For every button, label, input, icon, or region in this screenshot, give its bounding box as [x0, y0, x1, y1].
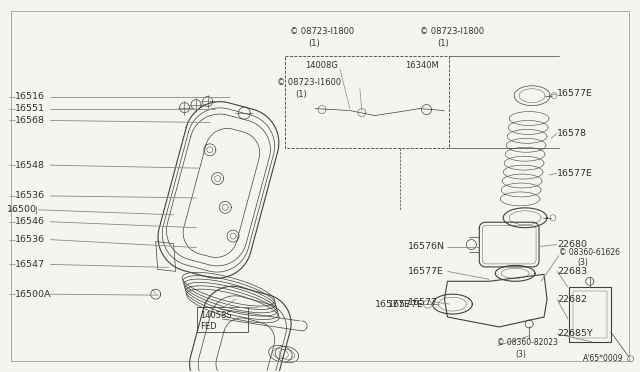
Text: 16551: 16551 [15, 104, 45, 113]
Text: 16516: 16516 [15, 92, 45, 101]
Text: 16576N: 16576N [408, 242, 445, 251]
Text: 22682: 22682 [557, 295, 587, 304]
Text: 16577E: 16577E [408, 267, 444, 276]
Text: (1): (1) [295, 90, 307, 99]
Text: 16577E: 16577E [557, 89, 593, 98]
Text: © 08360-82023: © 08360-82023 [497, 338, 558, 347]
Text: © 08723-I1800: © 08723-I1800 [290, 27, 355, 36]
Text: 16547: 16547 [15, 260, 45, 269]
Text: 16536: 16536 [15, 235, 45, 244]
Text: A'65*0009: A'65*0009 [583, 354, 623, 363]
Text: 16536: 16536 [15, 192, 45, 201]
Text: 22680: 22680 [557, 240, 587, 249]
Text: (3): (3) [577, 258, 588, 267]
Bar [196, 307, 248, 332]
Text: 14008G: 14008G [305, 61, 338, 70]
Text: (1): (1) [438, 39, 449, 48]
Text: 16577E: 16577E [557, 169, 593, 177]
Text: 16340M: 16340M [404, 61, 438, 70]
Text: © 08723-I1600: © 08723-I1600 [277, 78, 341, 87]
Text: (3): (3) [515, 350, 526, 359]
Text: 16546: 16546 [15, 217, 45, 226]
Text: 16578: 16578 [557, 129, 587, 138]
Text: 16568: 16568 [15, 116, 45, 125]
Text: 14058S: 14058S [200, 311, 232, 320]
Text: (1): (1) [308, 39, 320, 48]
Text: 16500A: 16500A [15, 290, 52, 299]
Text: 16500: 16500 [8, 205, 37, 214]
Text: 16577: 16577 [408, 298, 438, 307]
Text: 16577E: 16577E [375, 299, 411, 309]
Text: © 08723-I1800: © 08723-I1800 [420, 27, 484, 36]
Text: 16577E: 16577E [388, 299, 424, 309]
Text: FED: FED [200, 323, 217, 331]
Text: © 08360-61626: © 08360-61626 [559, 248, 620, 257]
Text: 22685Y: 22685Y [557, 329, 593, 339]
Text: 22683: 22683 [557, 267, 587, 276]
Text: 16548: 16548 [15, 161, 45, 170]
